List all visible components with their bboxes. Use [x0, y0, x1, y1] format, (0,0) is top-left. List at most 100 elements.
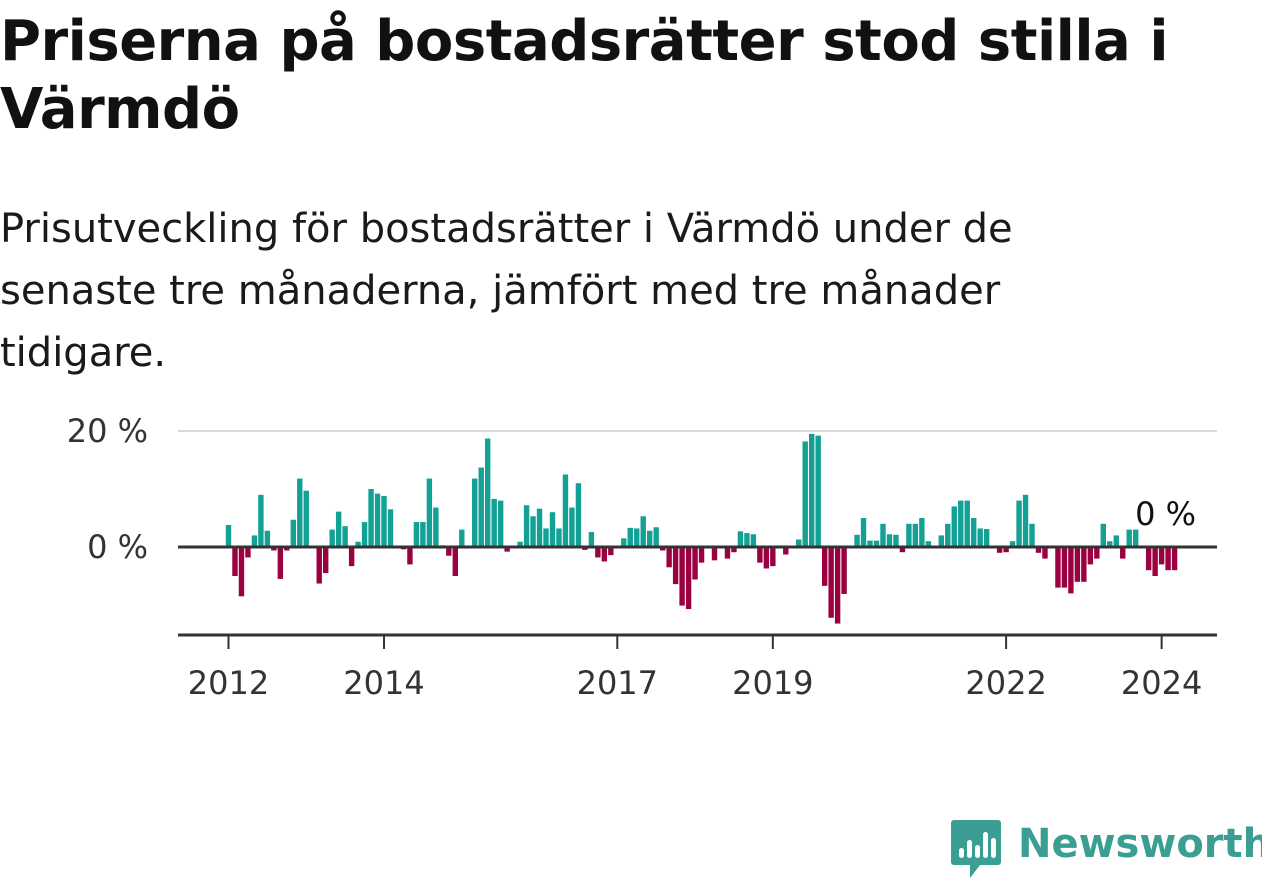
bar [938, 535, 944, 547]
bar [562, 474, 569, 547]
x-tick-label: 2022 [965, 664, 1046, 702]
bar [517, 541, 523, 547]
bar [459, 529, 465, 547]
bar [737, 531, 744, 547]
bar [504, 547, 510, 552]
bar [569, 507, 575, 547]
bar [251, 535, 258, 547]
bar [815, 435, 821, 547]
bars [225, 433, 1178, 624]
bar [329, 529, 335, 547]
bar [672, 547, 679, 585]
bar-chart: 20 % 0 % 2012 2014 2017 2019 2022 2024 0 % [67, 412, 1217, 702]
chart-subtitle: Prisutveckling för bostadsrätter i Värmd… [0, 206, 1013, 376]
bar [1074, 547, 1081, 582]
bar [666, 547, 672, 568]
bar [271, 547, 277, 551]
bar [238, 547, 245, 597]
newsworthy-logo-icon [951, 820, 1001, 878]
bar [543, 528, 549, 547]
y-tick-label: 20 % [67, 412, 148, 450]
bar [893, 534, 899, 547]
bar [711, 547, 718, 561]
x-tick-label: 2019 [732, 664, 813, 702]
bar [387, 509, 394, 547]
bar [925, 541, 932, 547]
bar [912, 523, 919, 547]
bar [899, 547, 906, 553]
bar [381, 495, 387, 547]
bar [860, 518, 867, 547]
bar [556, 528, 562, 547]
bar [297, 478, 303, 547]
bar [523, 505, 530, 547]
bar [763, 547, 770, 569]
bar [1145, 547, 1152, 571]
bar [355, 541, 361, 547]
bar [472, 478, 478, 547]
bar [731, 547, 737, 553]
bar [1042, 547, 1048, 559]
bar [608, 547, 614, 556]
bar [828, 547, 834, 618]
bar [659, 547, 666, 551]
bar [478, 467, 484, 547]
bar [1035, 547, 1042, 553]
bar [342, 526, 348, 547]
x-axis-ticks: 2012 2014 2017 2019 2022 2024 [188, 635, 1202, 702]
bar [1003, 547, 1009, 553]
y-tick-label: 0 % [87, 528, 148, 566]
bar [867, 540, 873, 547]
bar [692, 547, 698, 580]
bar [264, 530, 271, 547]
bar [809, 433, 815, 547]
bar [1126, 529, 1132, 547]
bar [413, 522, 420, 547]
bar [996, 547, 1003, 553]
bar [452, 547, 458, 576]
x-tick-label: 2012 [188, 664, 269, 702]
x-tick-label: 2014 [343, 664, 424, 702]
bar [258, 494, 264, 547]
x-tick-label: 2024 [1121, 664, 1202, 702]
bar [834, 547, 841, 624]
bar [1107, 541, 1113, 547]
bar [245, 547, 251, 558]
bar [971, 518, 977, 547]
bar [750, 534, 757, 547]
bar [724, 547, 731, 559]
bar [284, 547, 290, 551]
bar [485, 438, 491, 547]
last-value-label: 0 % [1135, 495, 1196, 533]
bar [679, 547, 685, 606]
bar [1081, 547, 1087, 582]
bar [1152, 547, 1158, 576]
bar [964, 500, 970, 547]
bar [640, 516, 646, 547]
bar [647, 530, 653, 547]
brand-name: Newsworthy [1018, 821, 1262, 867]
bar [653, 527, 659, 547]
bar [770, 547, 776, 567]
bar [627, 527, 633, 547]
bar [1022, 494, 1029, 547]
x-tick-label: 2017 [577, 664, 658, 702]
bar [634, 528, 640, 547]
bar [873, 540, 880, 547]
bar [919, 518, 925, 547]
bar [1120, 547, 1126, 559]
bar [290, 519, 296, 547]
bar [1100, 523, 1106, 547]
bar [958, 500, 964, 547]
bar [335, 511, 342, 547]
bar [1055, 547, 1061, 588]
bar [316, 547, 322, 584]
bar [783, 547, 789, 555]
bar [983, 529, 990, 547]
bar [232, 547, 238, 576]
bar [601, 547, 608, 562]
bar [685, 547, 692, 610]
bar [757, 547, 763, 563]
bar [886, 534, 893, 547]
bar [1009, 541, 1016, 547]
